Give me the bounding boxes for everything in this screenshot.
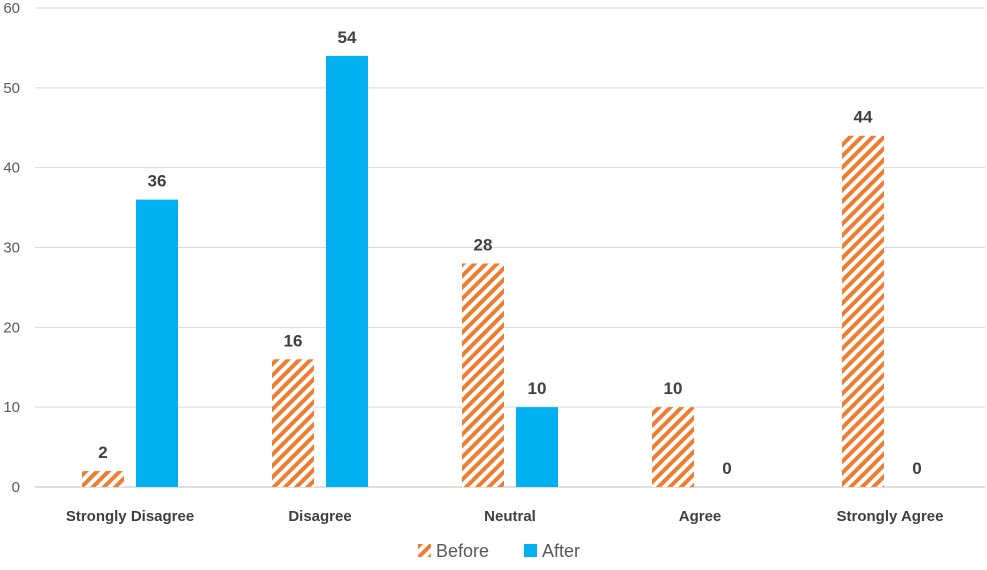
data-label: 2 — [98, 443, 107, 462]
bar-after-strongly-disagree — [136, 199, 178, 487]
y-tick-label: 10 — [3, 399, 20, 416]
data-labels: 2 36 16 54 28 10 10 0 44 0 — [98, 28, 921, 478]
y-tick-label: 60 — [3, 0, 20, 17]
y-tick-label: 30 — [3, 240, 20, 257]
x-category-label: Strongly Disagree — [66, 508, 194, 525]
bar-before-neutral — [462, 263, 504, 487]
y-axis: 0 10 20 30 40 50 60 — [3, 0, 20, 496]
data-label: 16 — [284, 331, 303, 350]
y-tick-label: 20 — [3, 319, 20, 336]
bar-before-strongly-disagree — [82, 471, 124, 487]
legend-label-after: After — [542, 541, 580, 561]
data-label: 10 — [664, 379, 683, 398]
data-label: 0 — [722, 459, 731, 478]
bars — [82, 55, 884, 488]
data-label: 10 — [528, 379, 547, 398]
x-category-label: Disagree — [288, 508, 351, 525]
bar-before-agree — [652, 407, 694, 487]
y-tick-label: 50 — [3, 80, 20, 97]
data-label: 44 — [854, 108, 873, 127]
gridlines — [35, 7, 985, 488]
x-category-label: Neutral — [484, 508, 536, 525]
data-label: 36 — [148, 172, 167, 191]
data-label: 0 — [912, 459, 921, 478]
legend-label-before: Before — [436, 541, 489, 561]
data-label: 54 — [338, 28, 357, 47]
x-axis: Strongly Disagree Disagree Neutral Agree Str… — [66, 508, 944, 525]
legend-swatch-after — [524, 544, 537, 557]
legend-swatch-before — [418, 544, 431, 557]
bar-after-neutral — [516, 407, 558, 487]
x-category-label: Strongly Agree — [837, 508, 944, 525]
bar-before-strongly-agree — [842, 135, 884, 487]
x-category-label: Agree — [679, 508, 722, 525]
legend: Before After — [418, 541, 580, 561]
y-tick-label: 0 — [12, 479, 20, 496]
y-tick-label: 40 — [3, 160, 20, 177]
bar-after-disagree — [326, 55, 368, 488]
data-label: 28 — [474, 235, 493, 254]
bar-before-disagree — [272, 359, 314, 487]
